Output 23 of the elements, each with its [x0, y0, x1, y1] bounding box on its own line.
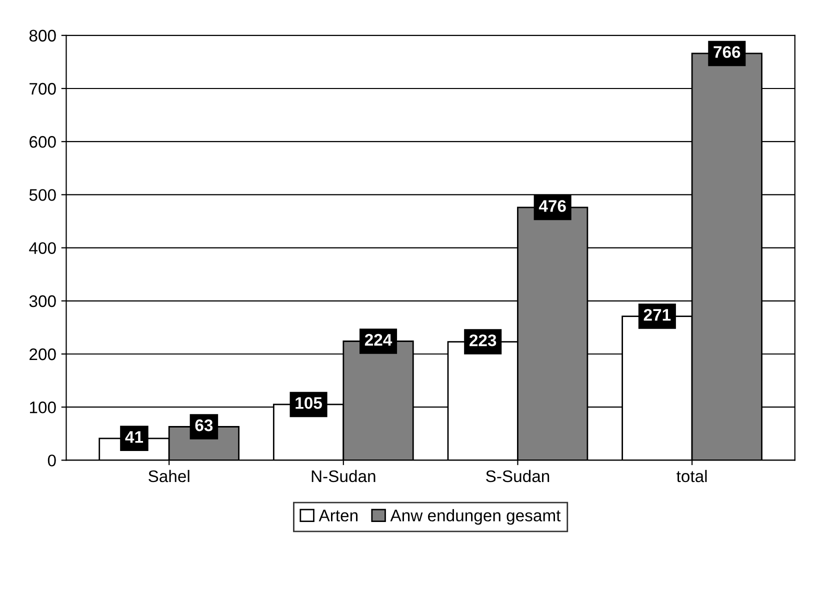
data-label: 224 — [364, 334, 392, 346]
data-label: 766 — [714, 46, 740, 58]
data-label: 105 — [296, 397, 322, 409]
legend-label: Arten — [318, 510, 358, 522]
data-label: 41 — [125, 431, 144, 443]
x-tick-label: N-Sudan — [312, 470, 376, 482]
y-tick-label: 600 — [30, 136, 56, 148]
data-label: 223 — [470, 334, 496, 346]
y-tick-label: 800 — [29, 30, 56, 42]
legend-label: Anw endungen gesamt — [390, 509, 561, 525]
data-label: 271 — [644, 308, 671, 321]
y-tick-label: 200 — [30, 348, 56, 360]
data-label: 63 — [195, 419, 213, 432]
y-tick-label: 0 — [48, 454, 56, 466]
x-tick-label: S-Sudan — [486, 470, 550, 482]
data-label: 476 — [538, 200, 566, 212]
x-tick-label: total — [676, 470, 707, 482]
y-tick-label: 100 — [30, 402, 56, 414]
y-tick-label: 700 — [30, 82, 56, 95]
y-tick-label: 500 — [29, 189, 56, 201]
y-tick-label: 400 — [29, 242, 56, 254]
y-tick-label: 300 — [29, 295, 56, 308]
x-tick-label: Sahel — [148, 470, 190, 482]
